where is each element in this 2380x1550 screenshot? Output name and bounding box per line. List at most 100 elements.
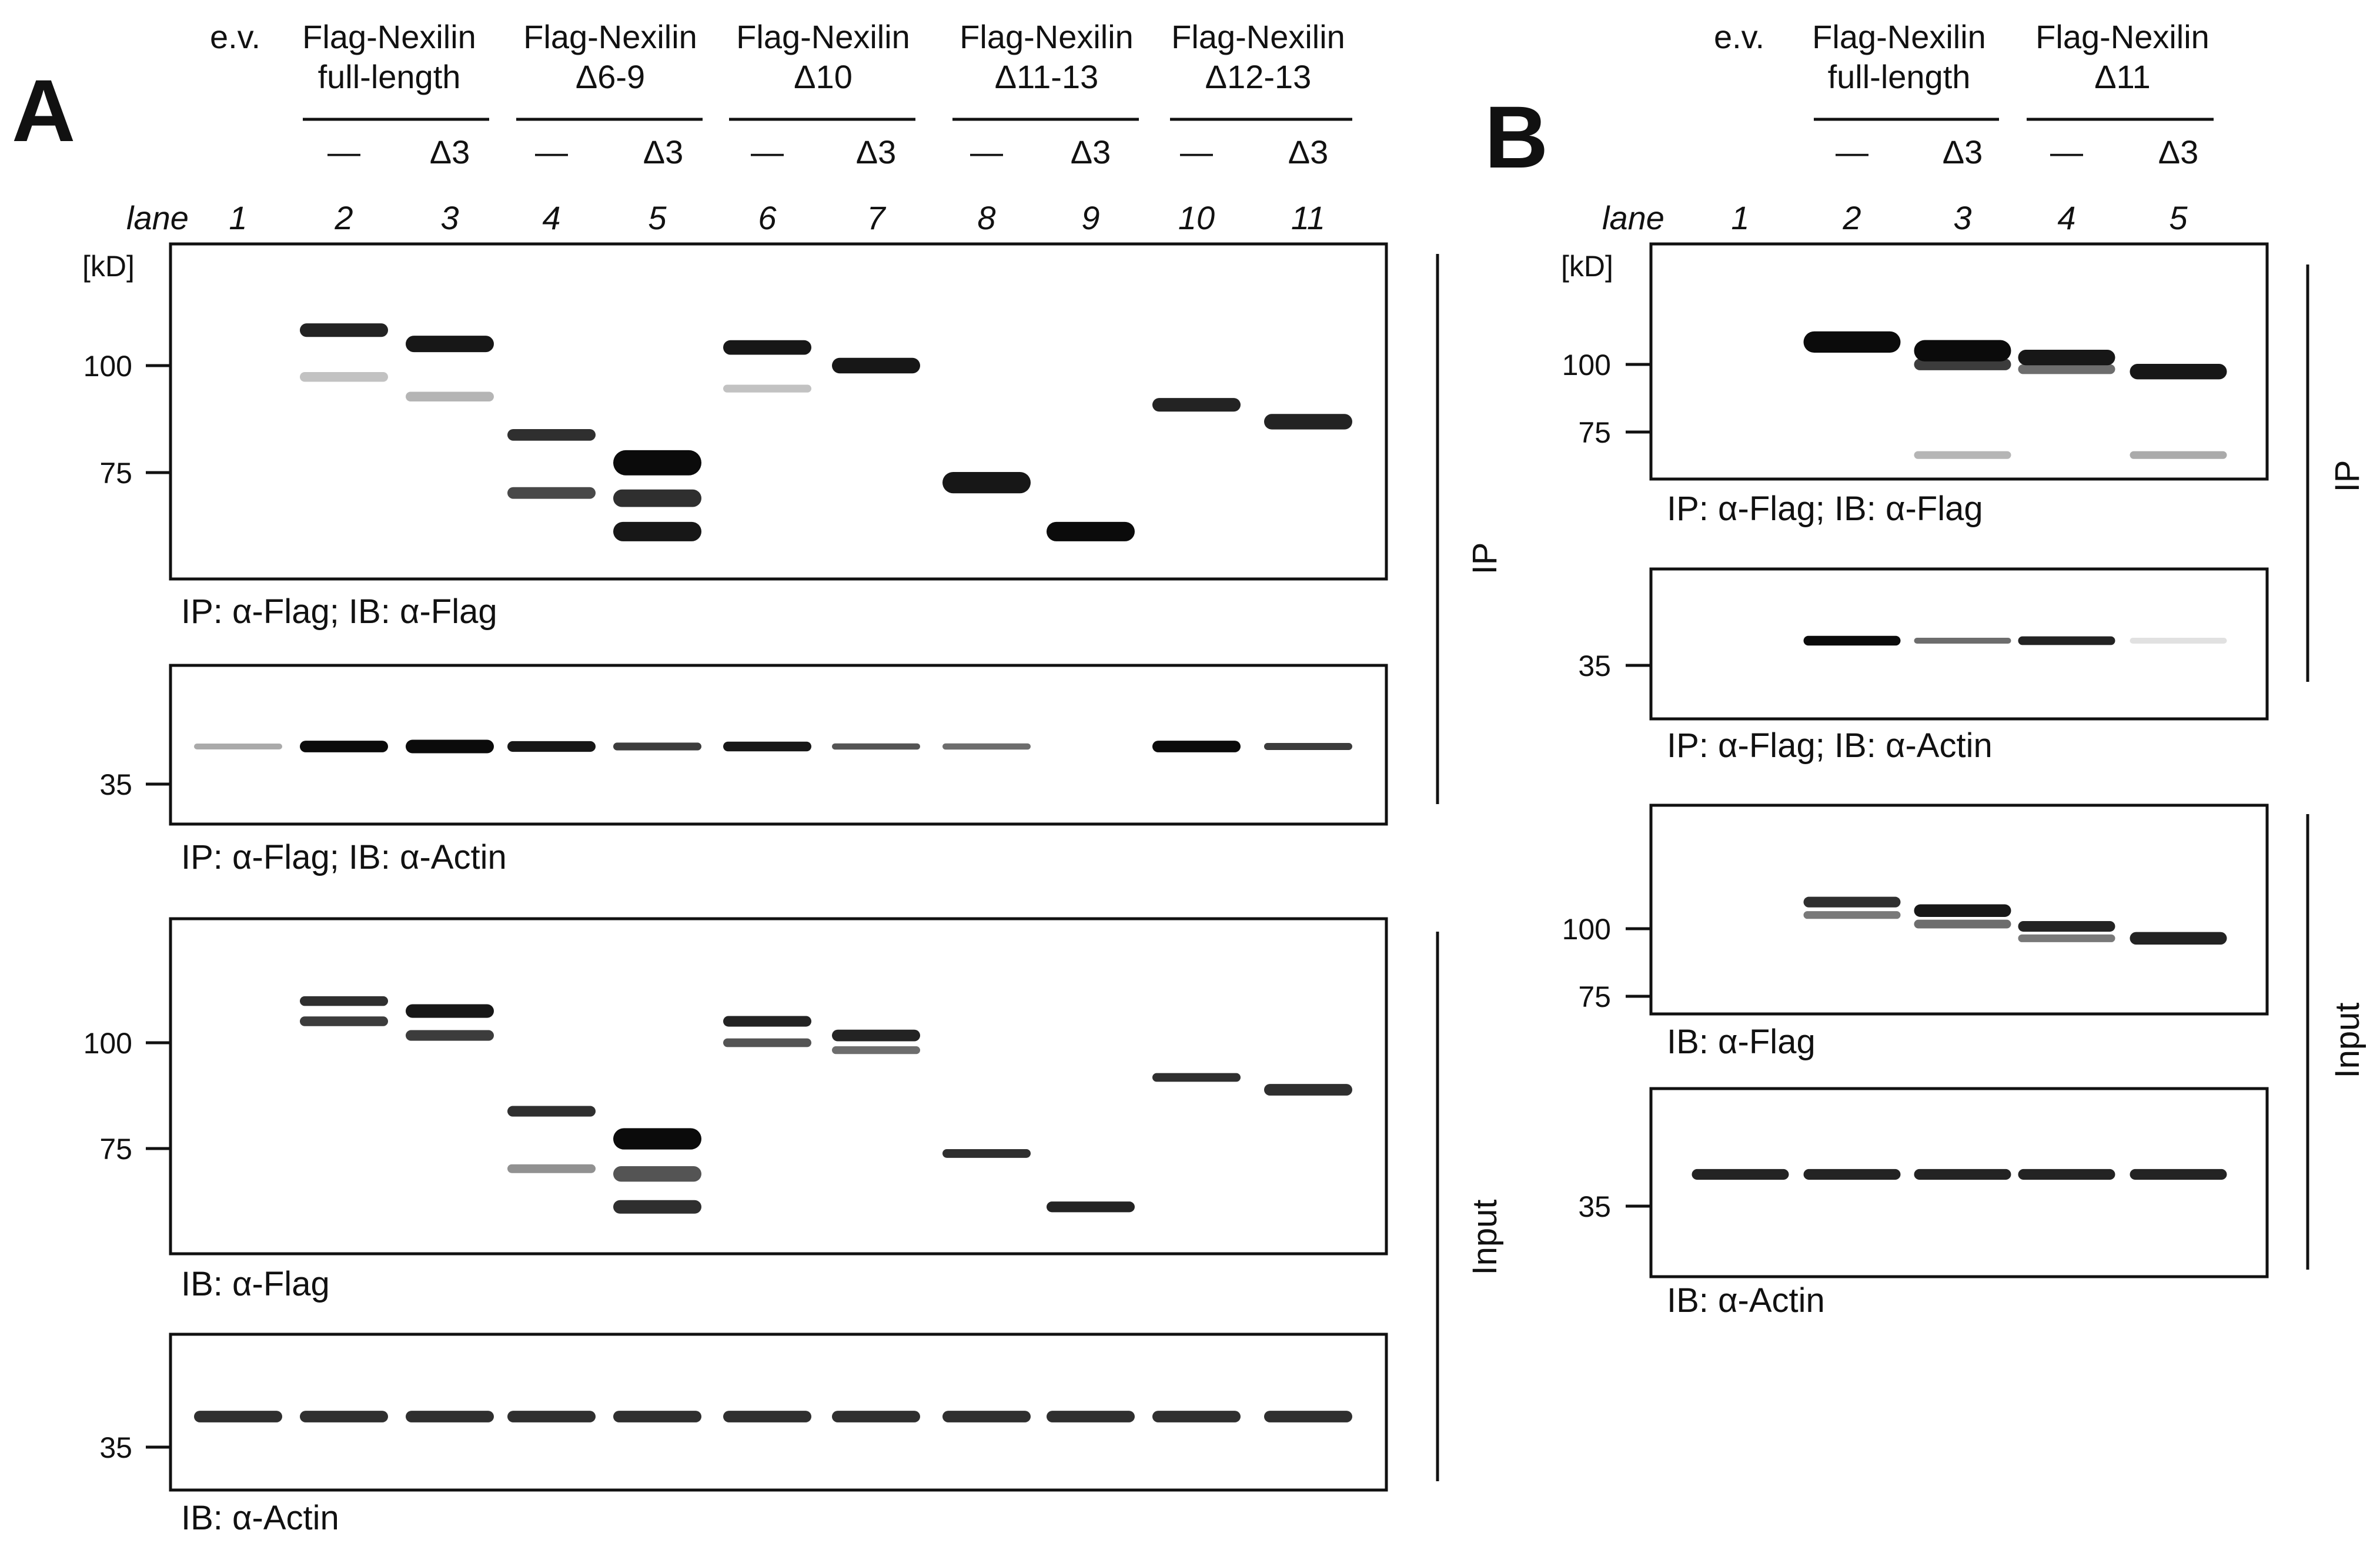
b-marker-label: 35 (1578, 1190, 1611, 1223)
blot-band (1152, 1073, 1241, 1082)
blot-band (1914, 904, 2011, 917)
a-sub-label: — (327, 133, 360, 170)
blot-band (2018, 920, 2115, 932)
blot-band (1914, 451, 2011, 459)
b-caption-ip-flag: IP: α-Flag; IB: α-Flag (1667, 490, 1983, 528)
lane-number: 6 (758, 199, 777, 236)
a-kd-unit: [kD] (82, 250, 135, 283)
b-lane-word: lane (1602, 199, 1664, 236)
blot-band (507, 1411, 596, 1422)
lane-number: 8 (977, 199, 995, 236)
blot-band (613, 1128, 701, 1150)
b-group-fl-line1: Flag-Nexilin (1812, 18, 1986, 55)
blot-band (1047, 1411, 1135, 1422)
b-group-d11-line2: Δ11 (2094, 58, 2151, 95)
a-sub-label: Δ3 (1071, 133, 1111, 170)
blot-band (1692, 1169, 1789, 1180)
blot-band (2130, 1169, 2227, 1180)
a-marker-label: 75 (99, 1133, 132, 1166)
b-sub-label: Δ3 (1943, 133, 1983, 170)
a-group-d1113-line1: Flag-Nexilin (960, 18, 1134, 55)
lane-number: 2 (334, 199, 353, 236)
blot-band (1047, 1201, 1135, 1213)
a-group-d69-line1: Flag-Nexilin (523, 18, 697, 55)
blot-band (300, 323, 388, 337)
a-group-d10-line1: Flag-Nexilin (736, 18, 910, 55)
a-marker-label: 75 (99, 457, 132, 490)
blot-band (1264, 1084, 1352, 1096)
a-sub-label: — (535, 133, 568, 170)
lane-number: 4 (2057, 199, 2075, 236)
lane-number: 1 (1731, 199, 1749, 236)
lane-number: 3 (440, 199, 459, 236)
b-caption-ip-actin: IP: α-Flag; IB: α-Actin (1667, 727, 1993, 765)
blot-band (406, 391, 494, 402)
a-group-d1213-line1: Flag-Nexilin (1171, 18, 1345, 55)
blot-band (832, 743, 920, 750)
a-group-d1213-line2: Δ12-13 (1205, 58, 1312, 95)
a-sub-label: — (1180, 133, 1213, 170)
b-kd-unit: [kD] (1561, 250, 1613, 283)
blot-band (832, 1411, 920, 1422)
blot-band (723, 340, 811, 355)
a-marker-label: 100 (83, 350, 132, 383)
blot-band (942, 471, 1031, 494)
a-caption-input-flag: IB: α-Flag (181, 1265, 330, 1303)
b-sub-label: — (2050, 133, 2083, 170)
blot-band (1803, 1169, 1901, 1180)
b-side-label-ip: IP (2328, 460, 2366, 493)
a-sub-label: Δ3 (856, 133, 897, 170)
blot-band (942, 1149, 1031, 1158)
panel-b-letter: B (1485, 88, 1548, 186)
lane-number: 1 (229, 199, 247, 236)
lane-number: 10 (1178, 199, 1215, 236)
b-marker-label: 35 (1578, 650, 1611, 682)
blot-band (1047, 521, 1135, 541)
a-caption-input-actin: IB: α-Actin (181, 1499, 339, 1537)
panel-b: B e.v. Flag-Nexilin full-length Flag-Nex… (1485, 18, 2366, 1320)
blot-band (406, 739, 494, 754)
b-marker-label: 100 (1562, 913, 1611, 946)
b-bands-layer (1692, 331, 2227, 1180)
blot-band (2018, 636, 2115, 645)
b-blot-ip-actin (1649, 567, 2269, 721)
a-group-d69-line2: Δ6-9 (576, 58, 645, 95)
a-side-label-input: Input (1466, 1200, 1504, 1276)
a-sub-label: Δ3 (430, 133, 470, 170)
a-caption-ip-flag: IP: α-Flag; IB: α-Flag (181, 592, 497, 631)
blot-band (613, 489, 701, 507)
blot-band (613, 521, 701, 541)
a-sub-label: Δ3 (1288, 133, 1329, 170)
a-lane-numbers: 1 2 3 4 5 6 7 8 9 10 11 (229, 199, 1325, 236)
b-marker-label: 100 (1562, 349, 1611, 381)
blot-band (406, 1030, 494, 1041)
blot-band (300, 996, 388, 1006)
blot-band (723, 1038, 811, 1047)
blot-band (1264, 414, 1352, 430)
b-side-label-input: Input (2328, 1003, 2366, 1079)
a-sub-label: — (970, 133, 1003, 170)
a-group-d10-line2: Δ10 (794, 58, 853, 95)
b-marker-label: 75 (1578, 980, 1611, 1013)
a-group-fl-line2: full-length (318, 58, 461, 95)
blot-band (723, 1411, 811, 1422)
blot-band (2018, 364, 2115, 374)
b-lane-numbers: 1 2 3 4 5 (1731, 199, 2188, 236)
lane-number: 5 (648, 199, 667, 236)
b-caption-input-flag: IB: α-Flag (1667, 1023, 1816, 1061)
a-blot-input-flag (169, 917, 1388, 1256)
blot-band (2130, 932, 2227, 945)
blot-band (613, 742, 701, 751)
blot-band (613, 1200, 701, 1214)
blot-band (300, 372, 388, 382)
blot-band (300, 1016, 388, 1026)
blot-band (832, 357, 920, 374)
b-group-d11-line1: Flag-Nexilin (2035, 18, 2209, 55)
blot-band (1152, 741, 1241, 752)
b-sub-label: — (1836, 133, 1868, 170)
blot-band (832, 1046, 920, 1054)
panel-a: A e.v. Flag-Nexilin full-length Flag-Nex… (12, 18, 1504, 1537)
blot-band (723, 384, 811, 393)
blot-band (1264, 1411, 1352, 1422)
